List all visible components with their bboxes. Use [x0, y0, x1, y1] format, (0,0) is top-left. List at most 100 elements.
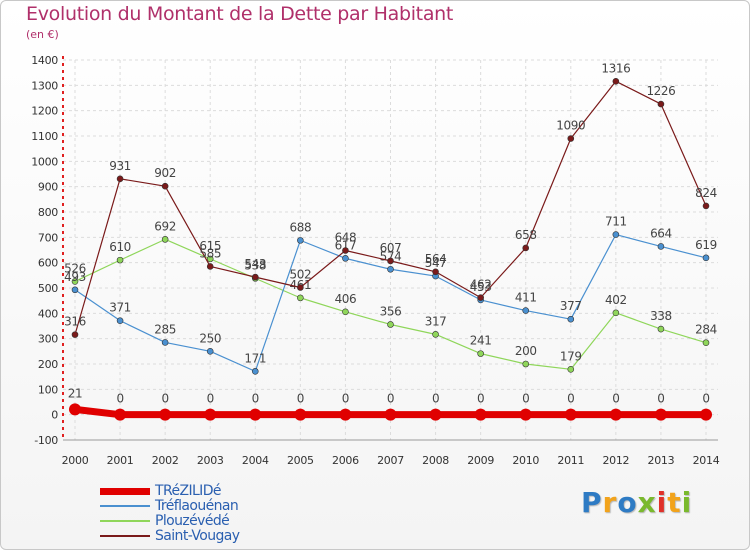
data-point — [474, 408, 487, 421]
x-tick-label: 2009 — [467, 454, 494, 467]
data-point — [159, 408, 172, 421]
data-label: 200 — [515, 344, 537, 358]
x-tick-label: 2013 — [648, 454, 675, 467]
legend: TRéZILIDé Tréflaouénan Plouzévédé Saint-… — [100, 483, 360, 544]
data-label: 171 — [244, 351, 266, 365]
data-point — [342, 255, 349, 262]
data-point — [116, 317, 124, 324]
data-point — [657, 243, 665, 250]
data-label: 711 — [605, 215, 627, 229]
data-point — [564, 408, 577, 421]
axes: -100010020030040050060070080090010001100… — [31, 54, 720, 467]
data-label: 179 — [560, 349, 582, 363]
data-label: 648 — [335, 231, 357, 245]
legend-swatch — [100, 505, 150, 507]
data-point — [297, 237, 304, 244]
data-label: 1226 — [646, 84, 675, 98]
data-label: 411 — [515, 291, 537, 305]
data-point — [432, 268, 439, 276]
data-label: 0 — [342, 392, 349, 406]
data-point — [522, 244, 530, 252]
data-point — [294, 408, 307, 421]
legend-label: Saint-Vougay — [155, 528, 240, 544]
data-label: 615 — [199, 239, 221, 253]
data-label: 0 — [162, 392, 169, 406]
data-label: 250 — [199, 331, 221, 345]
data-point — [342, 247, 349, 254]
data-label: 526 — [64, 261, 86, 275]
data-label: 0 — [477, 392, 484, 406]
y-tick-label: 1000 — [31, 155, 58, 168]
data-point — [519, 408, 532, 421]
data-point — [477, 294, 484, 301]
legend-label: Plouzévédé — [155, 513, 230, 529]
data-point — [657, 325, 665, 333]
data-label: 1316 — [601, 61, 630, 75]
series-layer: 5266106926155384614063563172412001794023… — [64, 61, 717, 421]
legend-item-treflaouenan: Tréflaouénan — [100, 498, 360, 514]
y-tick-label: 900 — [38, 181, 58, 194]
data-label: 0 — [207, 392, 214, 406]
data-point — [114, 408, 127, 421]
y-tick-label: -100 — [34, 434, 58, 447]
legend-item-trezilide: TRéZILIDé — [100, 483, 360, 499]
data-label: 316 — [64, 315, 86, 329]
legend-item-plouzevede: Plouzévédé — [100, 513, 360, 529]
y-tick-label: 200 — [38, 358, 58, 371]
data-label: 538 — [244, 258, 266, 272]
data-label: 0 — [657, 392, 664, 406]
data-point — [567, 366, 575, 373]
data-point — [522, 307, 530, 314]
data-point — [161, 339, 169, 346]
data-label: 338 — [650, 309, 672, 323]
data-label: 493 — [64, 270, 86, 284]
x-tick-label: 2012 — [602, 454, 629, 467]
logo-letter: r — [602, 486, 618, 519]
x-tick-label: 2007 — [377, 454, 404, 467]
y-tick-label: 500 — [38, 282, 58, 295]
y-tick-label: 800 — [38, 206, 58, 219]
data-point — [206, 255, 214, 263]
data-point — [206, 263, 214, 270]
data-label: 0 — [297, 392, 304, 406]
legend-item-saint-vougay: Saint-Vougay — [100, 528, 360, 544]
data-point — [71, 331, 79, 338]
data-label: 502 — [289, 267, 311, 281]
grid — [63, 59, 718, 441]
data-label: 824 — [695, 186, 717, 200]
data-point — [522, 360, 530, 368]
data-label: 688 — [289, 220, 311, 234]
data-point — [387, 321, 394, 328]
data-point — [69, 403, 81, 416]
logo-letter: t — [667, 486, 682, 519]
data-point — [609, 408, 622, 421]
data-label: 0 — [567, 392, 574, 406]
data-label: 377 — [560, 299, 582, 313]
data-label: 547 — [425, 256, 447, 270]
data-point — [702, 254, 710, 262]
data-point — [161, 236, 169, 243]
data-point — [387, 257, 394, 265]
logo-letter: i — [656, 486, 668, 519]
series-3: 316 931 902 585 543 502 648 607 564 462 658 1090 131… — [64, 61, 717, 338]
series-2: 5266106926155384614063563172412001794023… — [64, 219, 717, 373]
data-label: 619 — [695, 238, 717, 252]
data-label: 564 — [425, 252, 447, 266]
x-tick-label: 2006 — [332, 454, 359, 467]
data-label: 0 — [702, 392, 709, 406]
data-label: 610 — [109, 240, 131, 254]
data-point — [612, 77, 620, 85]
data-label: 664 — [650, 226, 672, 240]
data-point — [477, 350, 484, 357]
data-label: 284 — [695, 323, 717, 337]
data-point — [567, 315, 575, 323]
data-point — [387, 265, 394, 273]
x-tick-label: 2014 — [693, 454, 720, 467]
x-tick-label: 2001 — [107, 454, 134, 467]
data-point — [567, 135, 575, 142]
data-label: 0 — [612, 392, 619, 406]
data-label: 617 — [335, 238, 357, 252]
data-point — [251, 368, 259, 375]
data-point — [654, 408, 667, 421]
